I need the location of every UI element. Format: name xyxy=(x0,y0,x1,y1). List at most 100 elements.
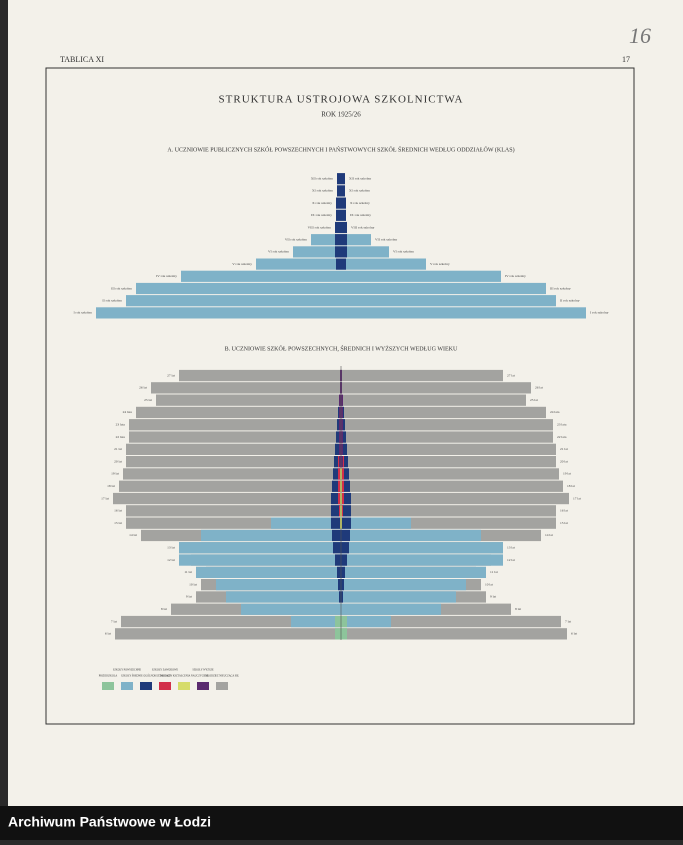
row-label: 22 lata xyxy=(116,435,126,439)
frame xyxy=(45,67,635,725)
row-label: II rok szkolny xyxy=(102,298,122,302)
row-label: V rok szkolny xyxy=(232,262,252,266)
row-label: III rok szkolny xyxy=(550,286,571,290)
row-label: VII rok szkolny xyxy=(285,237,307,241)
legend-swatch xyxy=(121,682,133,690)
row-label: 9 lat xyxy=(490,595,496,599)
row-label: I rok szkolny xyxy=(590,311,609,315)
row-label: 18 lat xyxy=(567,484,575,488)
row-label: XI rok szkolny xyxy=(349,189,370,193)
row-label: IX rok szkolny xyxy=(311,213,332,217)
row-label: 12 lat xyxy=(167,558,175,562)
footer-text: Archiwum Państwowe w Łodzi xyxy=(8,814,211,830)
legend-label: PRZEDSZKOLA xyxy=(99,675,118,678)
row-label: XII rok szkolny xyxy=(311,176,333,180)
subtitle: ROK 1925/26 xyxy=(321,111,361,119)
row-label: 25 lat xyxy=(144,398,152,402)
row-label: 17 lat xyxy=(101,496,109,500)
row-label: 11 lat xyxy=(490,570,498,574)
row-label: 15 lat xyxy=(560,521,568,525)
bar-segment xyxy=(337,185,345,197)
legend-swatch xyxy=(159,682,171,690)
row-label: II rok szkolny xyxy=(560,298,580,302)
bar-segment xyxy=(96,307,586,319)
row-label: VIII rok szkolny xyxy=(308,225,332,229)
legend-swatch xyxy=(102,682,114,690)
row-label: 8 lat xyxy=(161,607,167,611)
row-label: 27 lat xyxy=(167,373,175,377)
legend-swatch xyxy=(197,682,209,690)
row-label: VII rok szkolny xyxy=(375,237,397,241)
row-label: VIII rok szkolny xyxy=(351,225,375,229)
row-label: 6 lat xyxy=(105,632,111,636)
row-label: 10 lat xyxy=(189,582,197,586)
row-label: 22 lata xyxy=(557,435,567,439)
row-label: III rok szkolny xyxy=(111,286,132,290)
row-label: 14 lat xyxy=(129,533,137,537)
row-label: 16 lat xyxy=(114,509,122,513)
row-label: IV rok szkolny xyxy=(505,274,526,278)
row-label: 16 lat xyxy=(560,509,568,513)
row-label: XI rok szkolny xyxy=(312,189,333,193)
legend-label: ZAKŁADY KSZTAŁCENIA NAUCZYCIELI xyxy=(160,675,209,678)
legend-swatch xyxy=(140,682,152,690)
row-label: 6 lat xyxy=(571,632,577,636)
row-label: 7 lat xyxy=(565,619,571,623)
row-label: 20 lat xyxy=(114,459,122,463)
footer-bar xyxy=(0,806,683,840)
row-label: 12 lat xyxy=(507,558,515,562)
row-label: 11 lat xyxy=(184,570,192,574)
legend-swatch xyxy=(178,682,190,690)
row-label: 9 lat xyxy=(186,595,192,599)
page-number: 17 xyxy=(622,55,630,64)
section-heading: B. UCZNIOWIE SZKÓŁ POWSZECHNYCH, ŚREDNIC… xyxy=(225,344,458,352)
row-label: XII rok szkolny xyxy=(349,176,371,180)
row-label: VI rok szkolny xyxy=(268,250,289,254)
handwritten-number: 16 xyxy=(629,23,651,48)
row-label: 24 lata xyxy=(123,410,133,414)
row-label: X rok szkolny xyxy=(312,201,332,205)
bar-segment xyxy=(335,234,347,246)
section-heading: A. UCZNIOWIE PUBLICZNYCH SZKÓŁ POWSZECHN… xyxy=(167,145,514,153)
bar-segment xyxy=(335,221,347,234)
title: STRUKTURA USTROJOWA SZKOLNICTWA xyxy=(219,94,464,106)
row-label: 21 lat xyxy=(560,447,568,451)
row-label: 19 lat xyxy=(111,472,119,476)
bar-segment xyxy=(335,246,347,258)
legend-label: MŁODZIEŻ NIEUCZĄCA SIĘ xyxy=(205,675,239,678)
row-label: 21 lat xyxy=(114,447,122,451)
row-label: 26 lat xyxy=(139,386,147,390)
legend-label: SZKOŁY WYŻSZE xyxy=(192,669,214,672)
row-label: 26 lat xyxy=(535,386,543,390)
row-label: X rok szkolny xyxy=(350,201,370,205)
bar-segment xyxy=(181,270,501,282)
legend-swatch xyxy=(216,682,228,690)
row-label: IV rok szkolny xyxy=(156,274,177,278)
row-label: 17 lat xyxy=(573,496,581,500)
row-label: 13 lat xyxy=(167,546,175,550)
row-label: 13 lat xyxy=(507,546,515,550)
row-label: I rok szkolny xyxy=(74,311,93,315)
bar-segment xyxy=(336,258,346,270)
row-label: 10 lat xyxy=(485,582,493,586)
row-label: 24 lata xyxy=(550,410,560,414)
plate-label: TABLICA XI xyxy=(60,55,104,64)
legend-label: SZKOŁY POWSZECHNE xyxy=(113,669,142,672)
bar-segment xyxy=(336,209,346,221)
bar-segment xyxy=(126,295,556,307)
row-label: 25 lat xyxy=(530,398,538,402)
bar-segment xyxy=(336,197,346,209)
row-label: 7 lat xyxy=(111,619,117,623)
bar-segment xyxy=(136,282,546,295)
legend-label: SZKOŁY ŚREDNIE OGÓLNOKSZTAŁCĄCE xyxy=(121,675,171,678)
row-label: 14 lat xyxy=(545,533,553,537)
row-label: 8 lat xyxy=(515,607,521,611)
bar-segment xyxy=(337,173,345,185)
row-label: IX rok szkolny xyxy=(350,213,371,217)
row-label: 27 lat xyxy=(507,373,515,377)
row-label: VI rok szkolny xyxy=(393,250,414,254)
row-label: 23 lata xyxy=(557,423,567,427)
row-label: V rok szkolny xyxy=(430,262,450,266)
row-label: 19 lat xyxy=(563,472,571,476)
